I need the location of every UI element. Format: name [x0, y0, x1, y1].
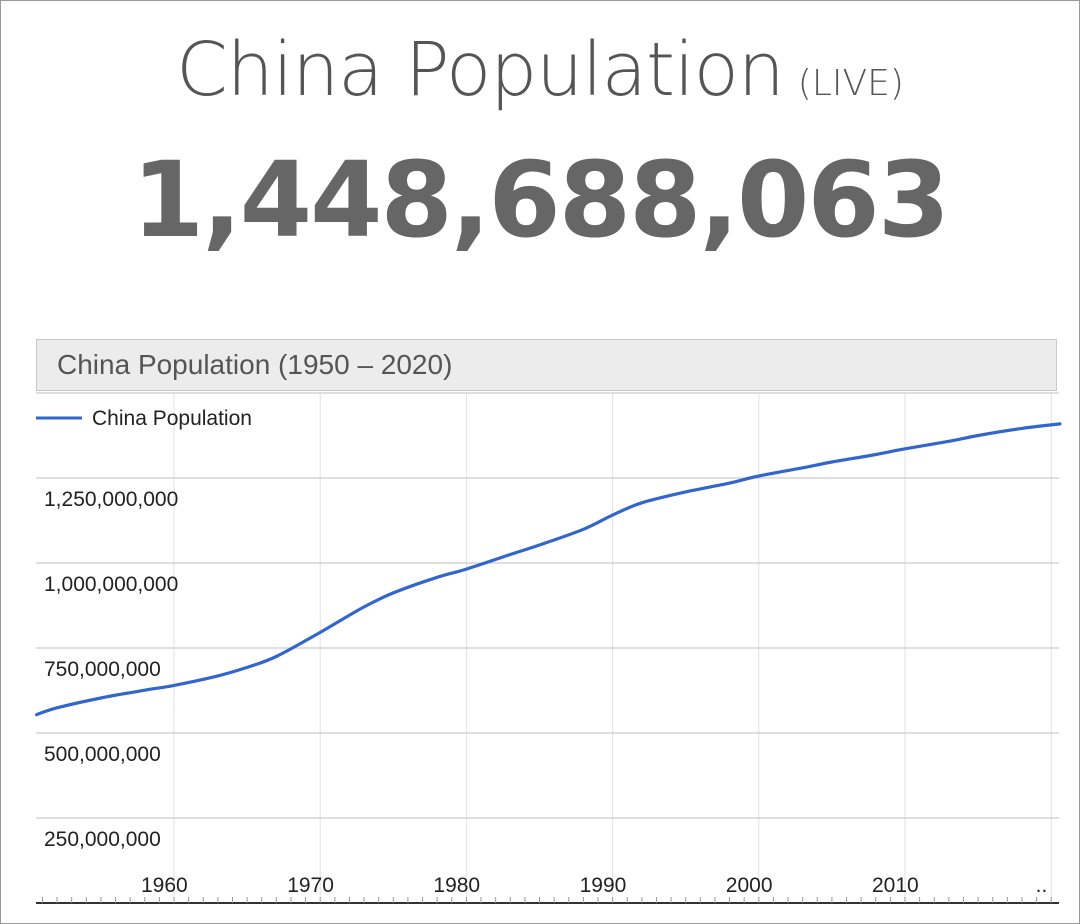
series-line-china-population [35, 422, 1062, 717]
population-counter: 1,448,688,063 [131, 139, 950, 261]
y-tick-label: 1,000,000,000 [44, 573, 178, 596]
y-tick-label: 250,000,000 [44, 828, 161, 851]
chart-title: China Population (1950 – 2020) [36, 339, 1057, 391]
x-axis-tick-labels: 1960 1970 1980 1990 2000 2010.. [141, 874, 1047, 897]
legend-label: China Population [92, 407, 252, 430]
y-tick-label: 1,250,000,000 [44, 488, 178, 511]
y-tick-label: 750,000,000 [44, 658, 161, 681]
live-tag: (LIVE) [797, 63, 904, 104]
series-layer [35, 422, 1062, 717]
chart-grid [36, 392, 1059, 903]
x-tick-label: 1980 [433, 874, 480, 897]
y-tick-label: 500,000,000 [44, 743, 161, 766]
x-tick-label: 2010 [872, 874, 919, 897]
x-tick-label: 2000 [726, 874, 773, 897]
x-tick-label: 1990 [580, 874, 627, 897]
chart-legend[interactable]: China Population [36, 407, 252, 430]
chart-axis [36, 897, 1059, 904]
y-axis-tick-labels: 250,000,000 500,000,000 750,000,000 1,000,0… [44, 488, 178, 851]
x-tick-label: 1970 [287, 874, 334, 897]
x-tick-label: 1960 [141, 874, 188, 897]
page-title-text: China Population [176, 27, 785, 113]
x-tick-label: .. [1036, 874, 1048, 897]
page-title: China Population (LIVE) [0, 22, 1080, 132]
